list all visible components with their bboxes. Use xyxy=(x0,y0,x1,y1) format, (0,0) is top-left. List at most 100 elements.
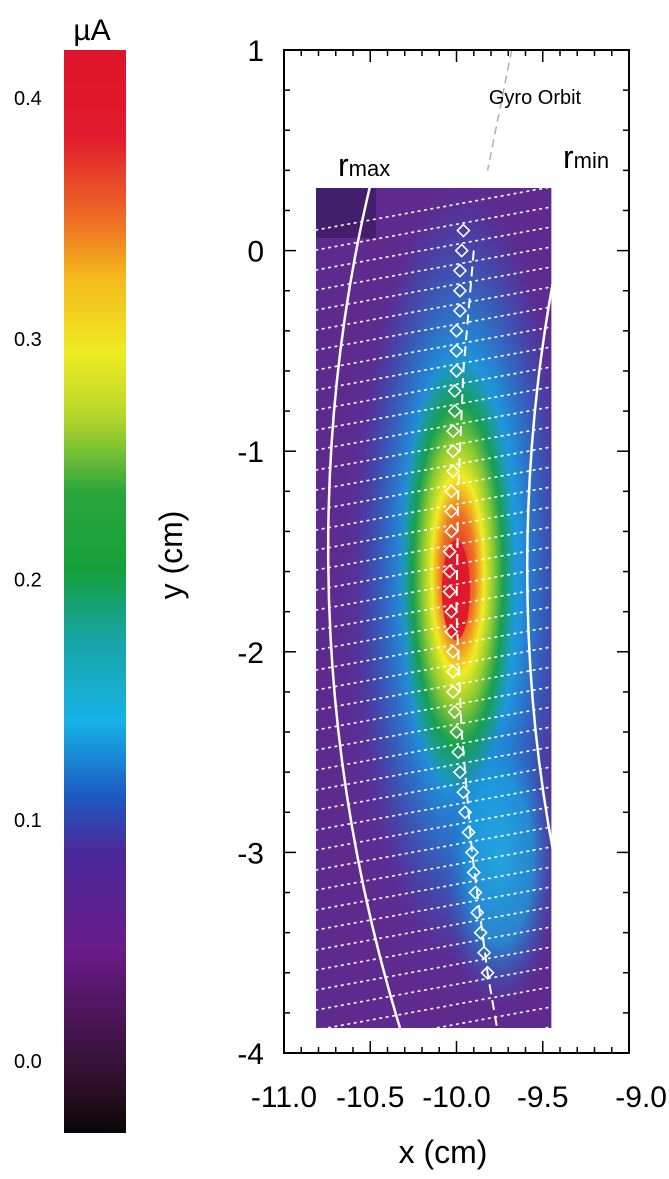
center-marker xyxy=(445,444,461,459)
y-tick-label: 0 xyxy=(247,236,264,269)
dotted-line xyxy=(315,345,552,391)
center-marker xyxy=(449,363,464,379)
center-marker xyxy=(447,383,462,399)
center-marker xyxy=(468,885,483,900)
gyro-orbit-line-outside xyxy=(486,49,513,171)
x-axis-label: x (cm) xyxy=(399,1134,488,1170)
center-marker xyxy=(464,845,480,860)
center-marker xyxy=(447,403,462,419)
center-markers xyxy=(292,223,495,1010)
center-marker xyxy=(442,584,457,599)
center-marker xyxy=(442,564,457,579)
x-tick-label: -10.5 xyxy=(336,1081,404,1114)
dotted-line xyxy=(315,505,552,551)
colorbar-gradient xyxy=(64,50,126,1133)
y-axis-label: y (cm) xyxy=(153,511,189,600)
center-marker xyxy=(442,544,457,559)
center-marker xyxy=(476,945,492,960)
center-marker xyxy=(449,323,464,338)
center-marker xyxy=(451,744,466,760)
dotted-line xyxy=(315,545,552,591)
colorbar-tick-label: 0.0 xyxy=(14,1051,42,1073)
y-tick-labels: 1 0 -1 -2 -3 -4 xyxy=(237,35,264,1071)
dotted-line xyxy=(315,805,552,851)
dotted-line xyxy=(315,485,552,531)
y-tick-label: -1 xyxy=(237,436,264,469)
center-marker xyxy=(445,424,461,439)
dotted-line xyxy=(315,745,552,791)
center-marker xyxy=(452,283,468,298)
dotted-line xyxy=(315,945,552,991)
heatmap-dark-corner xyxy=(316,188,376,238)
dotted-line xyxy=(315,705,552,751)
r-max-curve xyxy=(327,177,402,1029)
colorbar-tick-label: 0.2 xyxy=(14,569,42,591)
r-min-label: rmin xyxy=(563,139,609,175)
dotted-line xyxy=(315,285,552,331)
center-marker xyxy=(444,624,459,639)
dotted-line xyxy=(315,765,552,811)
center-marker xyxy=(466,865,481,880)
dotted-line xyxy=(315,725,552,771)
center-marker xyxy=(456,223,471,238)
dotted-line xyxy=(315,685,552,731)
dotted-line xyxy=(315,985,552,1031)
r-max-label: rmax xyxy=(338,147,390,183)
center-marker xyxy=(470,905,485,920)
center-marker xyxy=(444,524,459,539)
dotted-line xyxy=(315,585,552,631)
center-marker xyxy=(452,263,468,278)
center-marker xyxy=(480,965,495,980)
dotted-line xyxy=(315,925,552,971)
center-marker xyxy=(452,765,468,780)
y-tick-label: 1 xyxy=(247,35,264,68)
r-min-symbol: r xyxy=(563,139,574,175)
dotted-line xyxy=(315,385,552,431)
center-marker xyxy=(454,243,469,258)
center-marker xyxy=(445,644,461,659)
colorbar-tick-label: 0.4 xyxy=(14,88,42,110)
r-max-symbol: r xyxy=(338,147,349,183)
dotted-line xyxy=(315,525,552,571)
dotted-line xyxy=(315,245,552,291)
dotted-line xyxy=(315,625,552,671)
dotted-line xyxy=(315,565,552,611)
center-marker xyxy=(444,504,459,519)
x-tick-labels: -11.0 -10.5 -10.0 -9.5 -9.0 xyxy=(251,1081,667,1114)
center-marker xyxy=(449,343,464,359)
x-tick-label: -11.0 xyxy=(251,1081,317,1114)
x-tick-label: -10.0 xyxy=(422,1081,490,1114)
dotted-line xyxy=(315,205,552,251)
r-min-subscript: min xyxy=(574,148,609,173)
center-marker xyxy=(445,664,461,679)
center-marker xyxy=(473,925,488,940)
gyro-orbit-annotation: Gyro Orbit xyxy=(489,87,582,109)
dotted-line xyxy=(315,325,552,371)
dotted-line xyxy=(315,365,552,411)
center-marker xyxy=(456,785,471,800)
colorbar-unit-label: µA xyxy=(73,14,110,47)
center-marker xyxy=(444,484,459,499)
axis-ticks xyxy=(283,49,630,1054)
dotted-line xyxy=(315,605,552,651)
r-min-curve xyxy=(525,177,590,996)
colorbar: µA 0.0 0.1 0.2 0.3 0.4 xyxy=(14,14,126,1133)
y-tick-label: -3 xyxy=(237,837,264,870)
center-marker xyxy=(447,704,462,720)
x-tick-label: -9.5 xyxy=(517,1081,569,1114)
center-marker xyxy=(457,805,473,820)
dotted-line xyxy=(315,645,552,691)
center-marker xyxy=(292,995,307,1010)
colorbar-ticks: 0.0 0.1 0.2 0.3 0.4 xyxy=(14,88,42,1073)
x-tick-label: -9.0 xyxy=(615,1081,667,1114)
y-tick-label: -2 xyxy=(237,637,264,670)
dotted-line xyxy=(315,865,552,911)
dotted-line xyxy=(315,665,552,711)
colorbar-tick-label: 0.1 xyxy=(14,810,42,832)
dotted-line xyxy=(315,785,552,831)
dotted-line xyxy=(315,885,552,931)
dotted-line xyxy=(315,965,552,1011)
center-marker xyxy=(461,825,476,840)
center-marker xyxy=(452,303,468,318)
